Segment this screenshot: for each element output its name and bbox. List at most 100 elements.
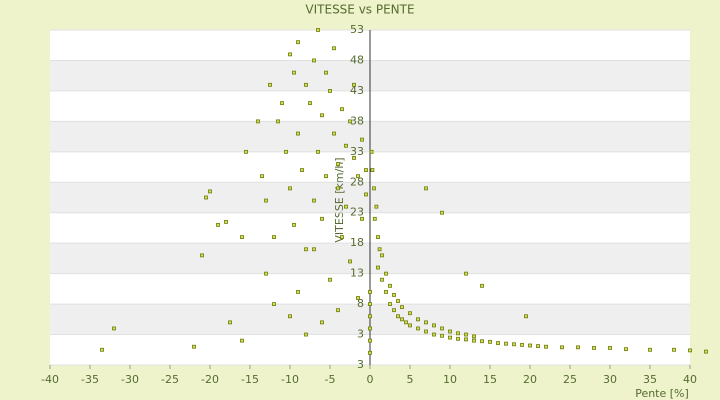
point <box>328 277 332 282</box>
point <box>369 149 374 154</box>
y-tick-label: 13 <box>350 267 364 280</box>
point <box>368 338 372 343</box>
point <box>380 253 384 258</box>
point <box>264 198 268 203</box>
x-tick-label: -35 <box>81 373 99 386</box>
point <box>672 347 676 352</box>
point <box>352 82 356 87</box>
point <box>400 305 404 310</box>
point <box>370 168 375 172</box>
point <box>112 326 116 331</box>
point <box>208 189 212 194</box>
x-tick-label: -10 <box>281 373 299 386</box>
x-tick-label: -20 <box>201 373 219 386</box>
point <box>296 40 300 45</box>
x-tick-label: 15 <box>483 373 497 386</box>
point <box>260 174 264 179</box>
point <box>336 186 340 191</box>
point <box>576 345 580 350</box>
point <box>216 223 220 227</box>
point <box>320 320 324 325</box>
y-tick-label: 3 <box>357 358 364 371</box>
point <box>456 336 460 341</box>
x-tick-label: 25 <box>563 373 577 386</box>
point <box>424 186 428 191</box>
point <box>340 107 344 112</box>
point <box>264 271 268 276</box>
point <box>100 347 104 352</box>
point <box>380 277 384 282</box>
y-tick-label: 8 <box>357 297 364 310</box>
point <box>432 323 436 328</box>
point <box>304 82 308 87</box>
point <box>340 235 344 239</box>
point <box>536 344 540 349</box>
point <box>316 149 320 154</box>
point <box>292 223 296 227</box>
point <box>360 216 364 221</box>
point <box>396 299 400 303</box>
point <box>272 235 276 239</box>
point <box>288 314 292 319</box>
point <box>688 348 692 353</box>
y-tick-label: 23 <box>350 206 364 219</box>
point <box>472 338 476 343</box>
point <box>496 341 500 345</box>
point <box>364 192 368 197</box>
point <box>312 247 316 252</box>
point <box>256 119 260 124</box>
point <box>372 186 376 191</box>
point <box>204 195 208 200</box>
point <box>368 326 372 331</box>
point <box>416 317 420 322</box>
x-tick-label: 20 <box>523 373 537 386</box>
point <box>524 314 528 319</box>
point <box>244 149 248 154</box>
point <box>472 334 476 339</box>
x-tick-label: 0 <box>367 373 374 386</box>
point <box>376 235 380 239</box>
point <box>396 314 400 319</box>
point <box>704 349 708 354</box>
point <box>240 338 244 343</box>
point <box>424 329 428 334</box>
point <box>368 302 372 306</box>
point <box>448 329 452 334</box>
y-tick-label: 33 <box>350 145 364 158</box>
point <box>336 308 340 313</box>
point <box>296 131 300 136</box>
point <box>276 119 280 124</box>
point <box>304 247 308 252</box>
x-tick-label: 5 <box>407 373 414 386</box>
point <box>404 320 408 325</box>
point <box>368 314 372 319</box>
point <box>408 311 412 316</box>
point <box>320 216 324 221</box>
point <box>360 137 364 142</box>
point <box>368 350 372 355</box>
point <box>392 308 396 313</box>
point <box>388 302 392 306</box>
point <box>348 119 352 124</box>
point <box>528 343 532 348</box>
y-tick-label: 38 <box>350 114 364 127</box>
point <box>512 342 516 347</box>
point <box>344 143 348 148</box>
point <box>464 337 468 342</box>
y-tick-label: 28 <box>350 175 364 188</box>
point <box>488 339 492 344</box>
point <box>324 174 328 179</box>
point <box>364 168 368 172</box>
point <box>240 235 244 239</box>
point <box>296 290 300 294</box>
point <box>328 89 332 93</box>
point <box>372 216 377 221</box>
y-tick-label: 48 <box>350 53 364 66</box>
x-axis-label: Pente [%] <box>635 387 689 400</box>
point <box>320 113 324 118</box>
point <box>377 247 382 252</box>
x-tick-label: -40 <box>41 373 59 386</box>
point <box>332 46 336 51</box>
point <box>268 82 272 87</box>
point <box>344 204 348 209</box>
